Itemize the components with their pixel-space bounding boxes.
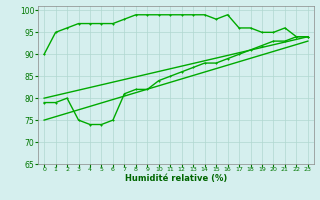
X-axis label: Humidité relative (%): Humidité relative (%) [125, 174, 227, 183]
